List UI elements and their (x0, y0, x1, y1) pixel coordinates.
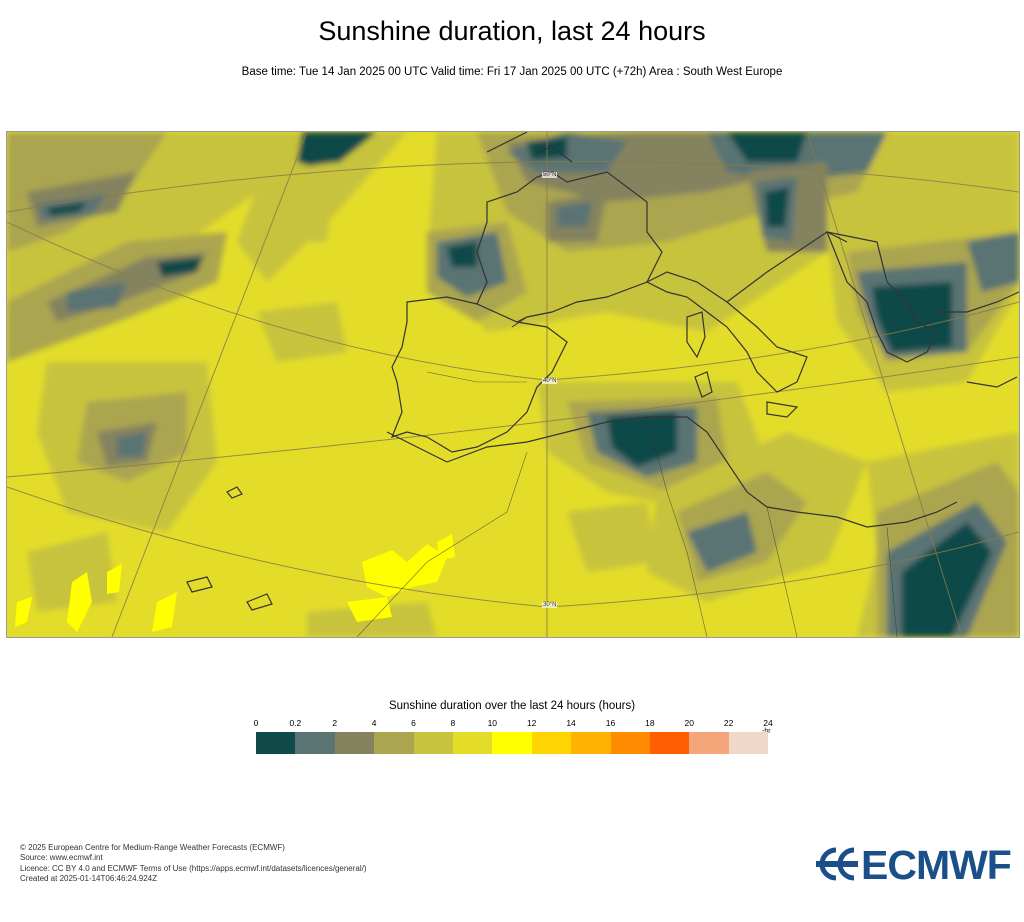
high-sunshine-patches (15, 534, 455, 632)
legend-swatch (374, 732, 414, 754)
footer: © 2025 European Centre for Medium-Range … (20, 843, 367, 884)
legend-tick-label: 10 (487, 718, 498, 728)
legend-tick-label: 12 (526, 718, 537, 728)
legend-unit: -hr (762, 728, 771, 735)
legend-tick-label: 24 (763, 718, 773, 728)
legend-swatch (492, 732, 532, 754)
legend-swatch (452, 732, 493, 754)
footer-source: Source: www.ecmwf.int (20, 853, 103, 863)
grid-label-50n: 50°N (542, 172, 558, 178)
legend-colorbar (256, 732, 769, 754)
legend-swatch (413, 732, 453, 754)
legend-swatch (571, 732, 611, 754)
legend-swatch (334, 732, 375, 754)
legend-tick-label: 0.2 (289, 718, 302, 728)
chart-subtitle: Base time: Tue 14 Jan 2025 00 UTC Valid … (241, 66, 783, 78)
legend-swatch (295, 732, 335, 754)
coastlines (186, 132, 1019, 637)
legend-tick-label: 16 (605, 718, 616, 728)
legend-tick-label: 14 (566, 718, 576, 728)
legend-tick-label: 4 (371, 718, 377, 728)
footer-created: Created at 2025-01-14T06:46:24.924Z (20, 873, 157, 883)
legend-tick-label: 18 (645, 718, 655, 728)
map-canvas (7, 132, 1019, 637)
legend-swatch (728, 732, 769, 754)
legend-title: Sunshine duration over the last 24 hours… (388, 700, 636, 712)
legend-swatch (649, 732, 690, 754)
legend-tick-label: 20 (684, 718, 694, 728)
grid-label-40n: 40°N (542, 378, 558, 384)
ecmwf-logo-icon (816, 847, 858, 881)
chart-title: Sunshine duration, last 24 hours (318, 16, 706, 46)
sunshine-field (7, 132, 1019, 637)
legend-tick-label: 8 (450, 718, 456, 728)
legend-tick-label: 0 (253, 718, 259, 728)
legend-swatch (256, 732, 296, 754)
legend-ticks: 0 0.2 2 4 6 8 10 12 14 16 18 20 22 24 (253, 718, 773, 730)
legend-swatch (689, 732, 729, 754)
ecmwf-logo: ECMWF (814, 842, 1012, 888)
footer-copyright: © 2025 European Centre for Medium-Range … (20, 843, 285, 852)
grid-label-30n: 30°N (542, 602, 558, 608)
legend-swatch (531, 732, 572, 754)
footer-licence: Licence: CC BY 4.0 and ECMWF Terms of Us… (20, 863, 367, 873)
legend-tick-label: 2 (332, 718, 338, 728)
ecmwf-logo-text: ECMWF (861, 842, 1012, 888)
legend-swatch (610, 732, 650, 754)
legend-tick-label: 6 (411, 718, 416, 728)
sunshine-map: 50°N 40°N 30°N (6, 131, 1020, 638)
graticule (7, 132, 1019, 637)
legend-tick-label: 22 (723, 718, 734, 728)
